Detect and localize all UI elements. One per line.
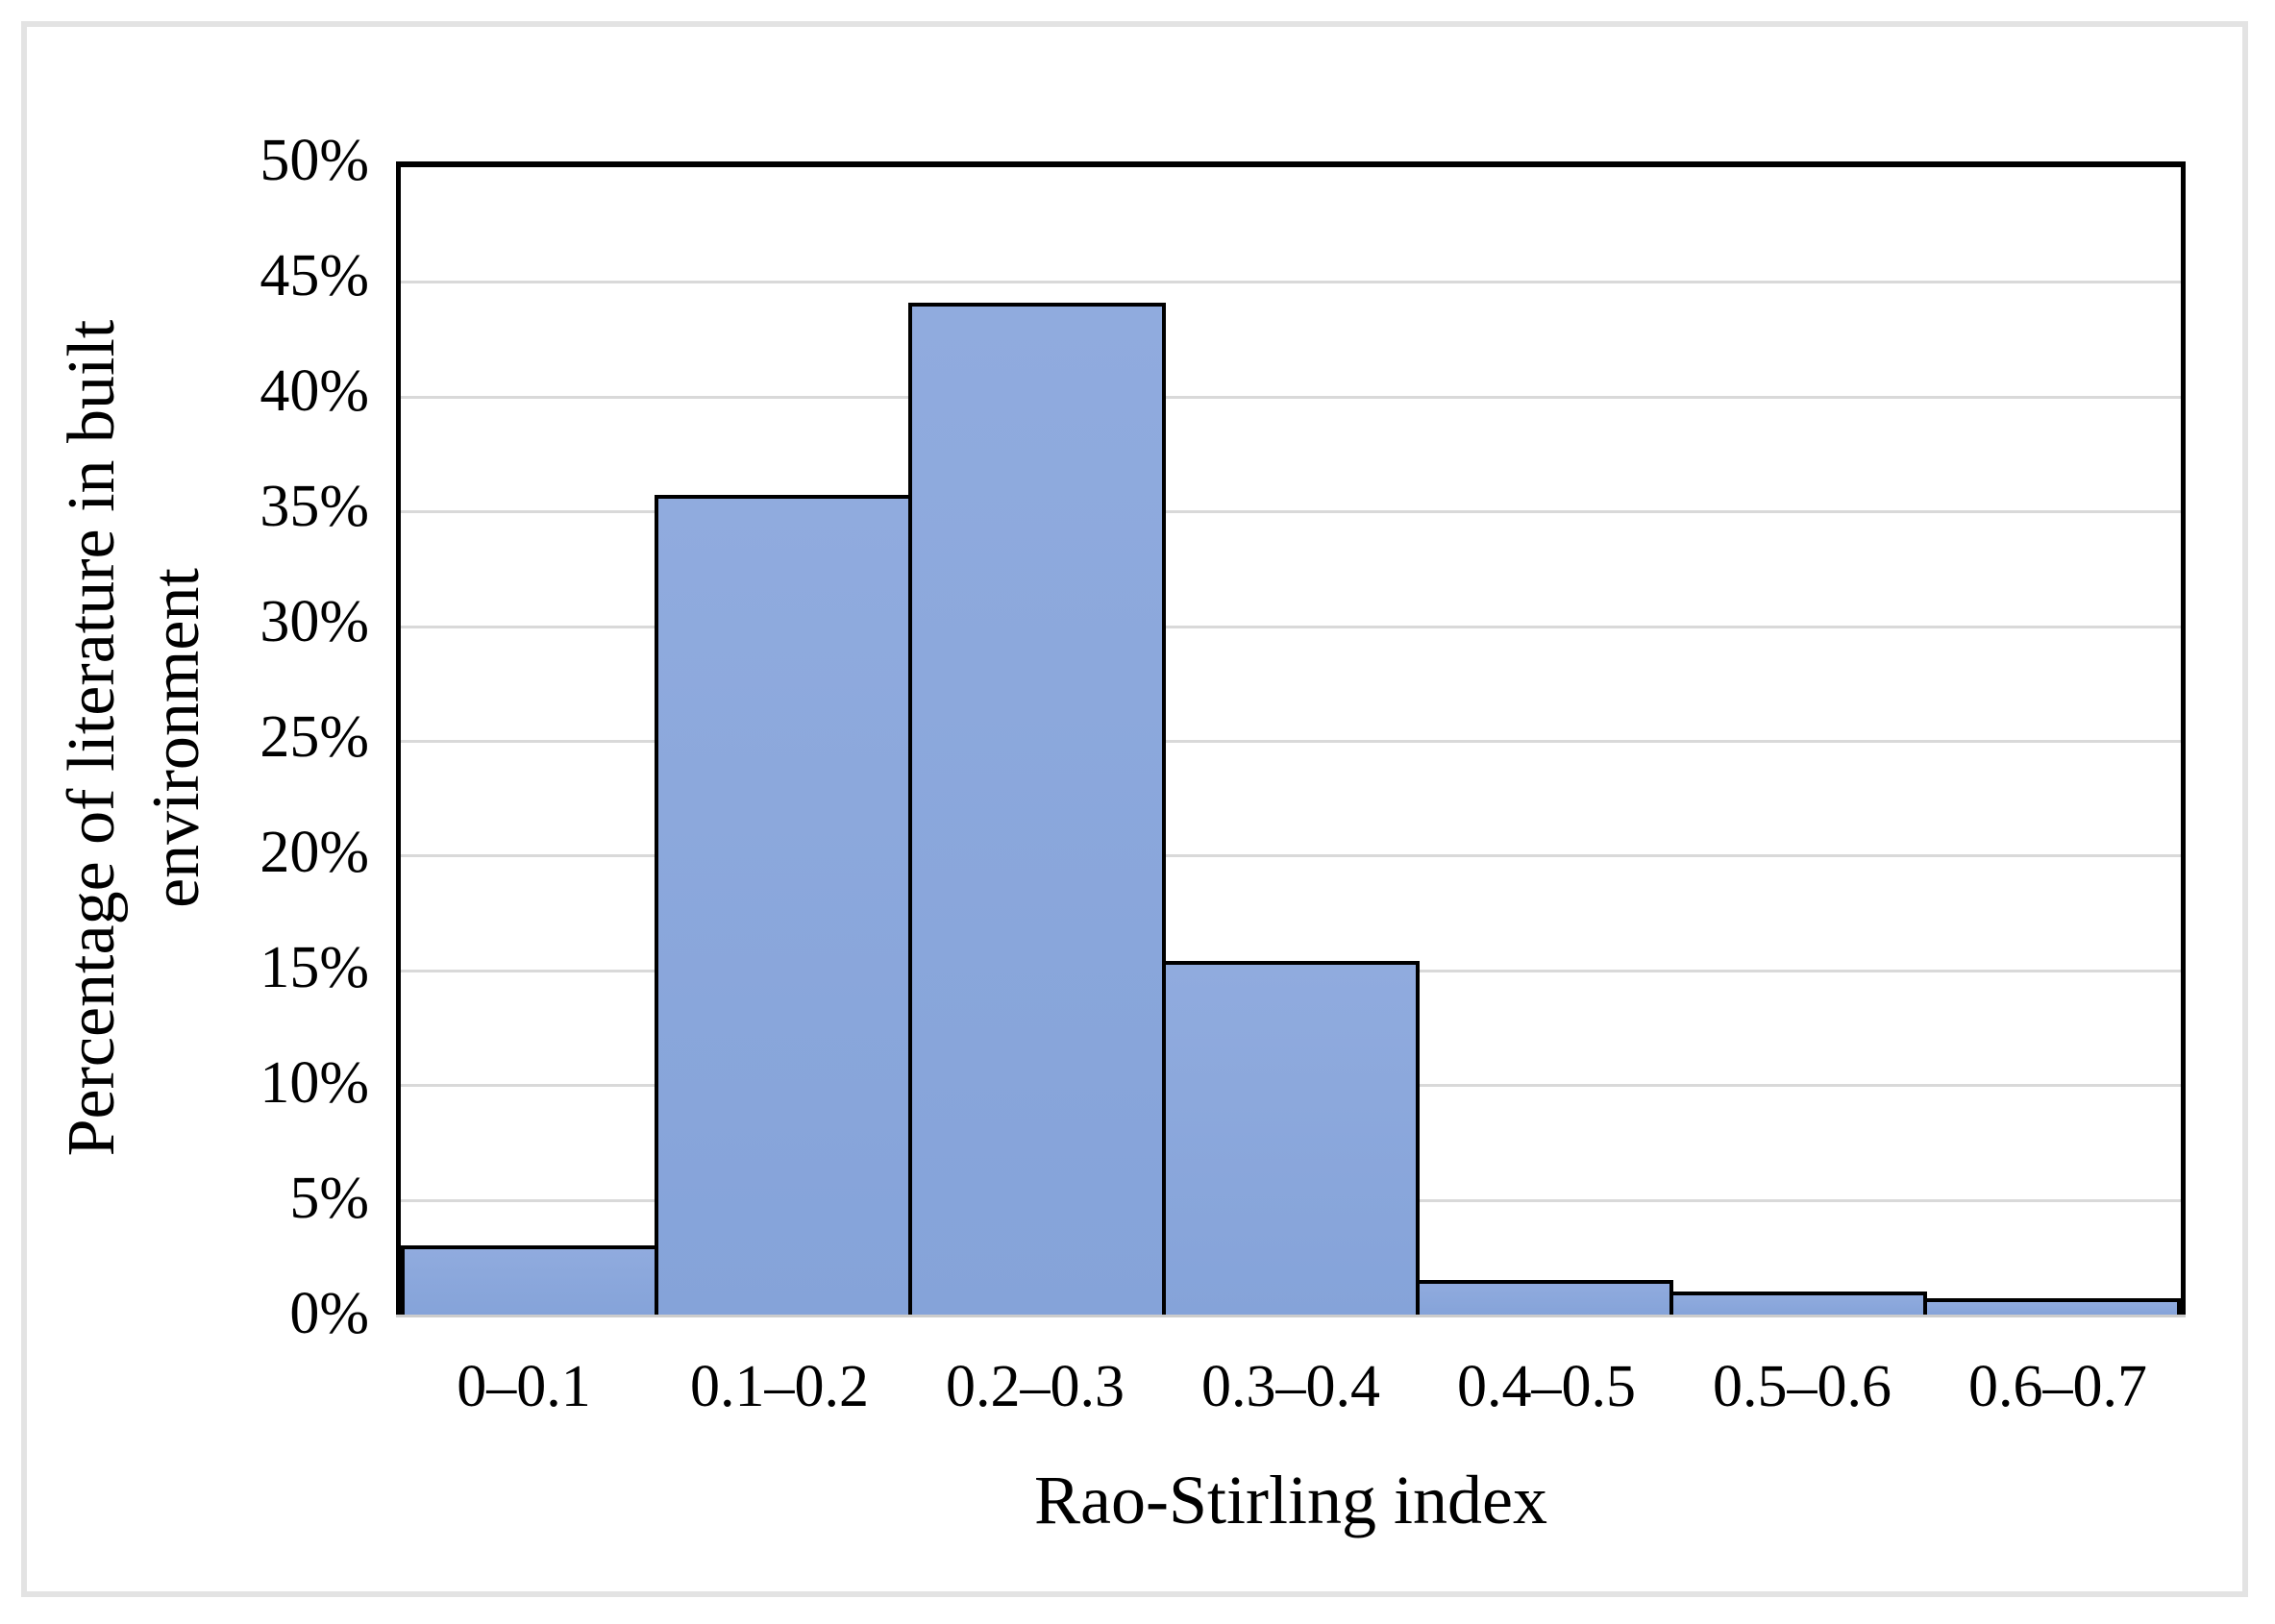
y-axis-title-line-1: Percentage of literature in built	[54, 319, 129, 1157]
x-axis-tick-labels: 0–0.1 0.1–0.2 0.2–0.3 0.3–0.4 0.4–0.5 0.5–0.6…	[396, 1315, 2186, 1421]
y-tick-label-50: 50%	[260, 127, 369, 193]
y-tick-label-0: 0%	[289, 1280, 369, 1346]
y-tick-label-15: 15%	[260, 934, 369, 1000]
bar-1	[401, 1245, 658, 1315]
gridline-20	[401, 854, 2181, 858]
y-tick-label-10: 10%	[260, 1049, 369, 1116]
y-axis-tick-labels: 0% 5% 10% 15% 20% 25% 30% 35% 40% 45% 50%	[27, 131, 369, 1343]
y-axis-title-line-2: environment	[139, 568, 213, 908]
y-axis-title: Percentage of literature in built enviro…	[38, 161, 231, 1315]
gridline-35	[401, 510, 2181, 514]
x-tick-label-3: 0.2–0.3	[946, 1354, 1125, 1419]
figure-frame: 0% 5% 10% 15% 20% 25% 30% 35% 40% 45% 50% 0–0.1 0.1…	[21, 21, 2248, 1597]
y-tick-label-45: 45%	[260, 242, 369, 308]
x-axis-title: Rao-Stirling index	[1034, 1462, 1547, 1538]
bar-7	[1923, 1298, 2181, 1315]
gridline-40	[401, 395, 2181, 399]
bar-3	[908, 302, 1166, 1315]
x-tick-label-5: 0.4–0.5	[1457, 1354, 1636, 1419]
bar-2	[655, 495, 912, 1315]
gridline-25	[401, 740, 2181, 743]
bars-container	[401, 167, 2181, 1315]
x-tick-label-7: 0.6–0.7	[1968, 1354, 2147, 1419]
gridline-45	[401, 281, 2181, 284]
x-tick-label-4: 0.3–0.4	[1201, 1354, 1380, 1419]
y-tick-label-35: 35%	[260, 473, 369, 539]
plot-area	[396, 161, 2186, 1317]
y-tick-label-30: 30%	[260, 588, 369, 654]
x-tick-label-1: 0–0.1	[457, 1354, 591, 1419]
y-tick-label-40: 40%	[260, 357, 369, 424]
y-tick-label-20: 20%	[260, 819, 369, 885]
y-tick-label-25: 25%	[260, 703, 369, 770]
x-tick-label-2: 0.1–0.2	[690, 1354, 869, 1419]
gridline-30	[401, 625, 2181, 628]
bar-5	[1416, 1280, 1673, 1315]
x-axis-line	[396, 1315, 2186, 1317]
y-tick-label-5: 5%	[289, 1165, 369, 1231]
x-tick-label-6: 0.5–0.6	[1713, 1354, 1892, 1419]
bar-6	[1669, 1292, 1927, 1315]
bar-4	[1162, 961, 1420, 1315]
